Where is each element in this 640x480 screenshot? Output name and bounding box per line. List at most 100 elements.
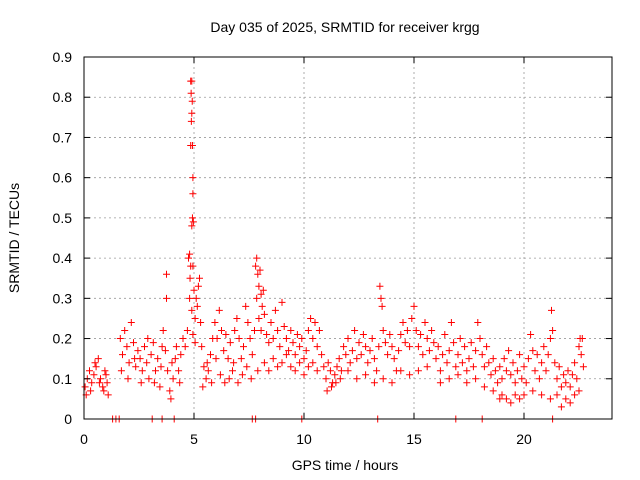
data-point — [212, 355, 220, 363]
data-point — [348, 347, 356, 355]
data-point — [419, 351, 427, 359]
plot-frame — [83, 56, 613, 420]
data-point — [177, 351, 185, 359]
data-point — [443, 359, 451, 367]
data-point — [538, 359, 546, 367]
data-point — [326, 367, 334, 375]
data-point — [461, 343, 469, 351]
data-point — [189, 331, 197, 339]
data-point — [496, 395, 504, 403]
data-point — [260, 310, 268, 318]
data-point — [156, 383, 164, 391]
data-point — [364, 359, 372, 367]
data-point — [458, 359, 466, 367]
data-point — [423, 363, 431, 371]
data-point — [88, 379, 96, 387]
data-point — [375, 343, 383, 351]
data-point — [300, 371, 308, 379]
data-point — [243, 363, 251, 371]
data-point — [399, 318, 407, 326]
data-point — [189, 262, 197, 270]
data-point — [169, 375, 177, 383]
data-point — [92, 363, 100, 371]
data-point — [511, 391, 519, 399]
data-point — [274, 363, 282, 371]
data-point — [257, 327, 265, 335]
data-point — [313, 367, 321, 375]
data-point — [274, 327, 282, 335]
data-point — [500, 355, 508, 363]
data-point — [282, 335, 290, 343]
y-tick-label: 0.7 — [53, 129, 73, 145]
chart-title: Day 035 of 2025, SRMTID for receiver krg… — [210, 19, 479, 35]
data-point — [551, 359, 559, 367]
data-point — [159, 327, 167, 335]
data-point — [188, 222, 196, 230]
data-point — [289, 339, 297, 347]
data-point — [489, 355, 497, 363]
data-point — [388, 343, 396, 351]
data-point — [359, 331, 367, 339]
data-point — [190, 286, 198, 294]
data-point — [520, 363, 528, 371]
y-axis-label: SRMTID / TECUs — [6, 183, 22, 293]
data-point — [439, 351, 447, 359]
data-point — [480, 383, 488, 391]
data-point — [397, 367, 405, 375]
data-point — [265, 367, 273, 375]
data-point — [164, 367, 172, 375]
data-point — [366, 347, 374, 355]
x-tick-label: 5 — [190, 431, 198, 447]
data-point — [117, 367, 125, 375]
data-point — [188, 77, 196, 85]
data-point — [346, 359, 354, 367]
y-tick-label: 0.5 — [53, 210, 73, 226]
data-point — [410, 302, 418, 310]
data-point — [141, 343, 148, 351]
data-point — [491, 367, 499, 375]
data-point — [191, 314, 199, 322]
data-point — [454, 351, 462, 359]
data-point — [300, 355, 308, 363]
data-point — [147, 351, 155, 359]
data-point — [436, 379, 444, 387]
data-point — [507, 399, 515, 407]
data-point — [225, 375, 233, 383]
data-point — [342, 351, 350, 359]
y-tick-label: 0.2 — [53, 331, 73, 347]
data-point — [81, 383, 89, 391]
data-point — [320, 363, 328, 371]
data-point — [103, 379, 111, 387]
data-point — [498, 391, 506, 399]
data-point — [579, 363, 587, 371]
data-point — [221, 379, 229, 387]
data-point — [557, 383, 565, 391]
data-point — [86, 367, 93, 375]
data-point — [269, 355, 277, 363]
data-point — [204, 367, 212, 375]
data-point — [408, 314, 416, 322]
data-point — [445, 375, 453, 383]
data-point — [417, 331, 425, 339]
data-point — [258, 302, 266, 310]
data-point — [293, 331, 301, 339]
data-point — [513, 367, 521, 375]
data-point — [282, 351, 290, 359]
data-point — [231, 327, 239, 335]
data-point — [304, 327, 312, 335]
data-point — [566, 399, 574, 407]
data-point — [138, 367, 146, 375]
data-point — [355, 339, 363, 347]
data-point — [452, 363, 460, 371]
data-point — [557, 403, 565, 411]
data-point — [186, 274, 194, 282]
data-point — [91, 359, 99, 367]
data-point — [489, 387, 497, 395]
data-point — [237, 355, 245, 363]
data-point — [194, 282, 202, 290]
data-point — [197, 318, 205, 326]
data-point — [465, 355, 473, 363]
data-point — [167, 395, 175, 403]
data-point — [362, 343, 370, 351]
data-point — [198, 343, 206, 351]
